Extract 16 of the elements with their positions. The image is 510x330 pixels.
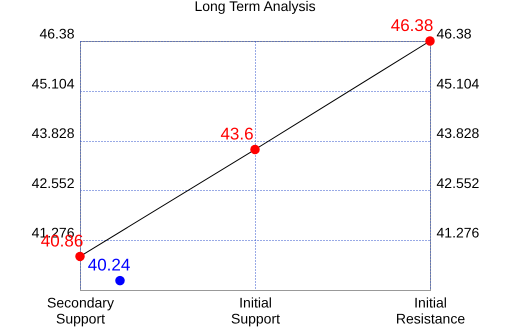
data-label: 40.24 <box>88 256 130 275</box>
y-tick-label: 43.828 <box>32 125 75 142</box>
x-tick-label: Secondary Support <box>47 294 114 326</box>
y2-tick-label: 43.828 <box>436 125 480 142</box>
y-tick-label: 45.104 <box>32 75 75 92</box>
y2-tick-label: 45.104 <box>436 75 480 92</box>
y2-tick-label: 42.552 <box>436 174 480 191</box>
y-tick-label: 42.552 <box>32 174 75 191</box>
x-tick-label: Initial Support <box>230 294 280 326</box>
x-tick-label: Initial Resistance <box>396 294 466 326</box>
y2-tick-label: 46.38 <box>436 26 472 42</box>
y-tick-label: 46.38 <box>39 26 75 42</box>
data-label: 46.38 <box>390 16 434 35</box>
y2-tick-label: 41.276 <box>436 224 480 241</box>
chart-title: Long Term Analysis <box>194 0 316 14</box>
data-label: 43.6 <box>220 124 254 144</box>
